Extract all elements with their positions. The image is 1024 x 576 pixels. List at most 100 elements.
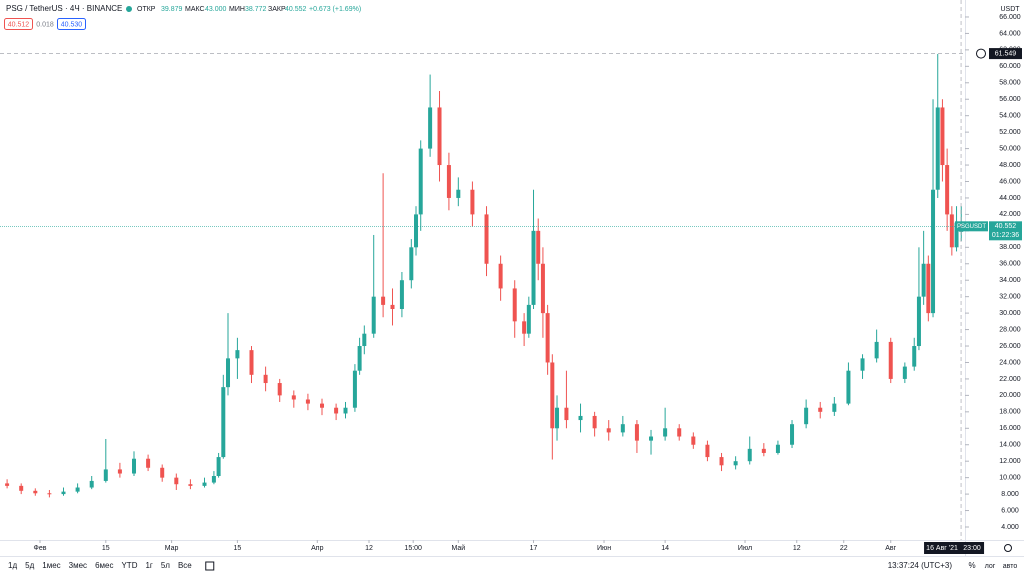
change-value: +0.673 (+1.69%): [309, 6, 361, 13]
candle-body: [790, 424, 795, 445]
bid-value: 40.512: [8, 21, 30, 28]
candle-body: [216, 457, 221, 476]
candle-body: [117, 469, 122, 474]
candle-body: [390, 304, 395, 310]
y-tick-label: 24.000: [999, 359, 1021, 366]
date-range-icon[interactable]: [205, 561, 215, 571]
candle-body: [437, 107, 442, 166]
log-toggle[interactable]: лог: [985, 563, 996, 570]
range-button[interactable]: 5д: [25, 561, 34, 570]
candle-body: [291, 395, 296, 400]
candle-body: [428, 107, 433, 149]
x-tick-label: 12: [793, 545, 801, 552]
range-button[interactable]: 1г: [145, 561, 152, 570]
candle-body: [921, 263, 926, 297]
candle-body: [926, 263, 931, 314]
crosshair-price-tag: [989, 48, 1022, 60]
y-tick-label: 46.000: [999, 178, 1021, 185]
candle-body: [545, 313, 550, 363]
sell-box[interactable]: [4, 18, 33, 30]
candle-body: [916, 296, 921, 347]
candle-body: [75, 487, 80, 492]
buy-box[interactable]: [57, 18, 86, 30]
y-tick-label: 32.000: [999, 294, 1021, 301]
y-tick-label: 42.000: [999, 211, 1021, 218]
candle-body: [174, 477, 179, 485]
symbol[interactable]: PSG / TetherUS · 4Ч · BINANCE: [6, 4, 122, 13]
candle-body: [221, 387, 226, 458]
candle-body: [775, 444, 780, 453]
x-tick-label: Июн: [597, 545, 611, 552]
candle-body: [399, 280, 404, 310]
crosshair-time-label: 23:00: [963, 545, 981, 552]
y-tick-label: 28.000: [999, 326, 1021, 333]
add-alert-button[interactable]: [976, 48, 986, 59]
settings-button[interactable]: [1004, 544, 1012, 552]
y-tick-label: 8.000: [1001, 491, 1019, 498]
candle-body: [818, 407, 823, 412]
y-tick-label: 60.000: [999, 63, 1021, 70]
close-value: 40.552: [285, 6, 307, 13]
candle-body: [912, 346, 917, 367]
x-tick-label: 12: [365, 545, 373, 552]
candle-body: [564, 407, 569, 421]
candle-body: [409, 247, 414, 281]
y-tick-label: 4.000: [1001, 524, 1019, 531]
candle-body: [935, 107, 940, 190]
range-button[interactable]: Все: [178, 561, 192, 570]
countdown: 01:22:36: [992, 232, 1019, 239]
candle-body: [705, 444, 710, 458]
range-button[interactable]: YTD: [121, 561, 137, 570]
candle-body: [592, 415, 597, 429]
candle-body: [846, 370, 851, 404]
y-tick-label: 6.000: [1001, 507, 1019, 514]
y-tick-label: 50.000: [999, 145, 1021, 152]
y-tick-label: 18.000: [999, 409, 1021, 416]
spread-value: 0.018: [36, 21, 54, 28]
candle-body: [357, 346, 362, 371]
y-tick-label: 14.000: [999, 442, 1021, 449]
candle-body: [343, 407, 348, 414]
x-tick-label: Апр: [311, 545, 323, 552]
candle-body: [536, 230, 541, 264]
range-button[interactable]: 6мес: [95, 561, 113, 570]
candle-body: [103, 469, 108, 481]
range-button[interactable]: 1мес: [42, 561, 60, 570]
candle-body: [5, 483, 10, 486]
y-tick-label: 10.000: [999, 474, 1021, 481]
candle-body: [747, 448, 752, 462]
candle-body: [677, 428, 682, 437]
x-tick-label: 17: [530, 545, 538, 552]
candle-body: [634, 424, 639, 441]
candle-body: [226, 358, 231, 388]
candle-body: [362, 333, 367, 347]
x-tick-label: Фев: [34, 545, 47, 552]
y-tick-label: 34.000: [999, 277, 1021, 284]
candle-body: [202, 482, 207, 486]
candle-body: [526, 304, 531, 334]
y-tick-label: 26.000: [999, 343, 1021, 350]
candle-body: [620, 424, 625, 433]
candle-body: [456, 189, 461, 198]
auto-toggle[interactable]: авто: [1003, 563, 1018, 570]
y-tick-label: 16.000: [999, 425, 1021, 432]
candle-body: [381, 296, 386, 305]
status-dot: [126, 6, 132, 12]
crosshair-time-tag: [924, 542, 985, 554]
y-tick-label: 44.000: [999, 195, 1021, 202]
candle-body: [522, 321, 527, 334]
low-value: 38.772: [245, 6, 267, 13]
range-button[interactable]: 5л: [161, 561, 170, 570]
candle-body: [47, 493, 52, 495]
percent-toggle[interactable]: %: [968, 561, 975, 570]
y-tick-label: 54.000: [999, 113, 1021, 120]
clock[interactable]: 13:37:24 (UTC+3): [888, 561, 953, 570]
candle-body: [414, 214, 419, 248]
candle-body: [606, 428, 611, 433]
range-button[interactable]: 1д: [8, 561, 17, 570]
range-button[interactable]: 3мес: [69, 561, 87, 570]
candle-body: [235, 350, 240, 359]
